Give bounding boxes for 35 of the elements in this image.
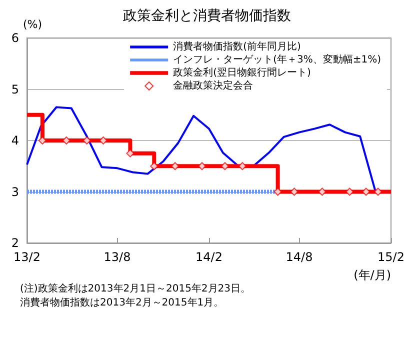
y-tick-label: 6	[11, 31, 19, 45]
x-tick-label: 14/8	[286, 250, 313, 264]
x-tick-label: 14/2	[196, 250, 222, 264]
legend-label: 政策金利(翌日物銀行間レート)	[173, 66, 311, 78]
point	[346, 188, 354, 196]
point	[82, 136, 91, 144]
point	[38, 136, 46, 144]
point	[374, 188, 382, 196]
x-axis-title: (年/月)	[354, 268, 391, 282]
legend-label: 消費者物価指数(前年同月比)	[173, 40, 301, 52]
point	[62, 136, 70, 144]
text: (注)政策金利は2013年2月1日～2015年2月23日。	[20, 282, 251, 294]
point	[150, 162, 158, 170]
point	[171, 162, 180, 170]
point	[198, 162, 206, 170]
point	[238, 162, 246, 170]
point	[99, 136, 108, 144]
point	[126, 149, 134, 158]
x-tick-label: 13/2	[14, 250, 40, 264]
text: 消費者物価指数は2013年2月～2015年1月。	[20, 296, 224, 308]
point	[362, 188, 370, 196]
point	[318, 188, 326, 196]
y-tick-label: 5	[11, 82, 19, 96]
legend-label: 金融政策決定会合	[173, 80, 254, 92]
point	[220, 162, 229, 170]
chart-title: 政策金利と消費者物価指数	[123, 8, 291, 24]
point	[290, 188, 298, 196]
y-tick-label: 2	[11, 236, 19, 250]
x-tick-label: 13/8	[104, 250, 131, 264]
legend-label: インフレ・ターゲット(年＋3%、変動幅±1%)	[173, 54, 382, 66]
y-tick-label: 4	[11, 134, 19, 148]
x-tick-label: 15/2	[378, 250, 404, 264]
y-axis-title: (%)	[23, 18, 42, 31]
point	[274, 188, 282, 196]
y-tick-label: 3	[11, 184, 19, 199]
